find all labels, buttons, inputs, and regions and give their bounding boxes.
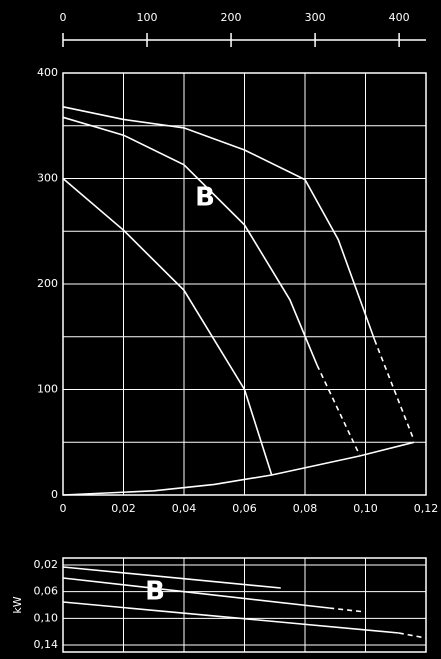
x-tick-label: 0,02 bbox=[111, 502, 136, 515]
y-tick-label: 0 bbox=[51, 488, 58, 501]
x-tick-label: 0 bbox=[60, 502, 67, 515]
annotation: B bbox=[195, 183, 215, 213]
y-axis-label: kW bbox=[11, 596, 24, 613]
curve bbox=[398, 632, 427, 639]
x-tick-label: 0,08 bbox=[293, 502, 318, 515]
y-tick-label: 0,10 bbox=[34, 611, 59, 624]
y-tick-label: 300 bbox=[37, 172, 58, 185]
y-tick-label: 0,06 bbox=[34, 585, 59, 598]
y-tick-label: 400 bbox=[37, 66, 58, 79]
x-tick-label: 0,04 bbox=[172, 502, 197, 515]
curve bbox=[329, 607, 366, 613]
curve bbox=[62, 116, 318, 366]
annotation: B bbox=[145, 577, 165, 607]
x2-tick-label: 300 bbox=[305, 11, 326, 24]
curve bbox=[62, 106, 376, 341]
curve bbox=[62, 177, 273, 476]
curve bbox=[62, 577, 330, 609]
x-tick-label: 0,10 bbox=[353, 502, 378, 515]
curve bbox=[316, 364, 361, 456]
curve bbox=[62, 441, 415, 496]
curve bbox=[62, 601, 399, 634]
x-tick-label: 0,12 bbox=[414, 502, 439, 515]
y-tick-label: 0,02 bbox=[34, 558, 59, 571]
x2-tick-label: 100 bbox=[137, 11, 158, 24]
x2-tick-label: 0 bbox=[60, 11, 67, 24]
x-tick-label: 0,06 bbox=[232, 502, 257, 515]
x2-tick-label: 400 bbox=[389, 11, 410, 24]
y-tick-label: 200 bbox=[37, 277, 58, 290]
y-tick-label: 0,14 bbox=[34, 638, 59, 651]
x2-tick-label: 200 bbox=[221, 11, 242, 24]
curve bbox=[62, 566, 281, 589]
y-tick-label: 100 bbox=[37, 383, 58, 396]
